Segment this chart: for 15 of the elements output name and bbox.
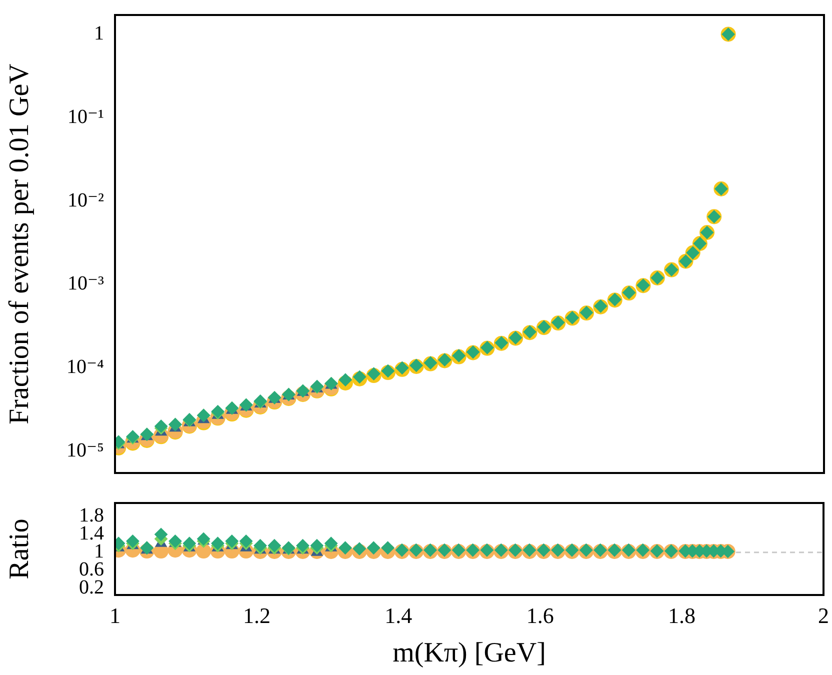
y-tick-label: 10⁻⁴ — [66, 356, 104, 378]
y-tick-label: 10⁻² — [67, 189, 104, 212]
y-tick-label: 10⁻¹ — [67, 106, 104, 128]
y-tick-label: 1 — [94, 22, 104, 44]
y-axis-title: Ratio — [4, 518, 36, 580]
x-tick-label: 1.2 — [242, 602, 270, 628]
y-axis-title: Fraction of events per 0.01 GeV — [4, 64, 36, 424]
y-tick-label: 10⁻³ — [67, 272, 104, 295]
x-axis-title: m(Kπ) [GeV] — [392, 638, 546, 669]
x-tick-label: 1.8 — [668, 602, 696, 628]
x-tick-label: 2 — [818, 602, 829, 628]
x-tick-label: 1.6 — [526, 602, 554, 628]
x-tick-label: 1 — [110, 602, 120, 628]
y-tick-label: 10⁻⁵ — [66, 440, 104, 462]
x-tick-label: 1.4 — [384, 602, 412, 628]
